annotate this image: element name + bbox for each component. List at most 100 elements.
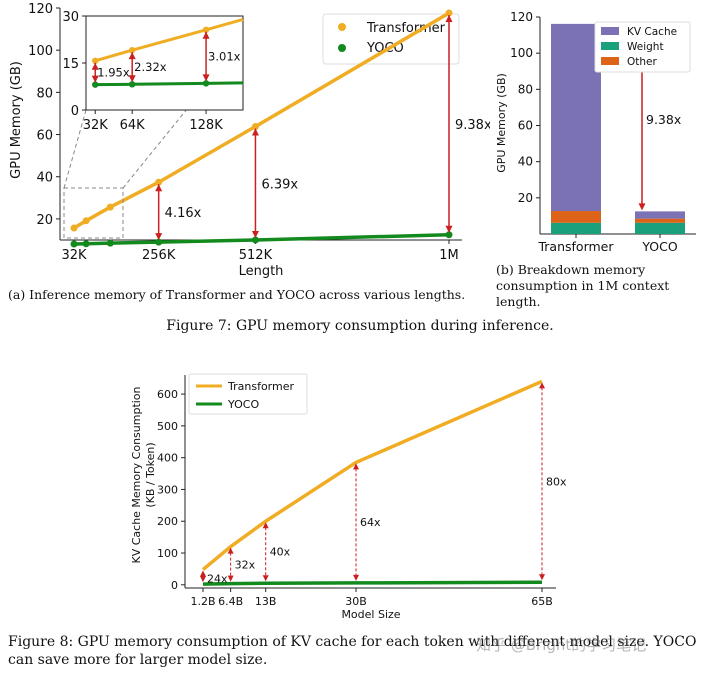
fig8-legend-transformer: Transformer [227, 380, 294, 393]
fig7a-inset-line-transformer [94, 18, 244, 63]
fig7a-legend-yoco-marker [338, 44, 346, 52]
fig7b-chart: GPU Memory (GB) 20 40 60 80 100 120 Transforme… [495, 10, 696, 254]
fig7a-xtick-label: 512K [239, 248, 273, 263]
fig8-ratio-label: 24x [207, 572, 228, 585]
fig7b-legend-kv: KV Cache [627, 26, 677, 38]
fig8-xtick-label: 6.4B [218, 595, 243, 608]
fig7a-inset-frame [85, 15, 244, 111]
fig8-xlabel: Model Size [341, 608, 400, 621]
fig7b-legend-weight: Weight [627, 41, 664, 53]
fig7a-inset-ratio-label: 2.32x [134, 60, 167, 74]
fig8-ytick-label: 600 [157, 388, 178, 401]
fig7a-point-yoco [82, 240, 90, 248]
fig8-ratio-arrow-head-down [353, 574, 360, 581]
fig8-legend-yoco: YOCO [227, 398, 259, 411]
fig7b-caption: (b) Breakdown memory consumption in 1M c… [496, 262, 670, 309]
fig7a-point-transformer [70, 224, 78, 232]
fig7b-bar-yoco-other [635, 218, 685, 223]
fig7b-legend-other: Other [627, 56, 657, 68]
fig7a-inset-point-yoco [92, 81, 99, 88]
fig7b-ratio-arrow-head [638, 203, 646, 211]
fig8-line-transformer [201, 379, 543, 571]
fig8-ratio-arrow-head-down [200, 576, 206, 583]
fig8-ratio-label: 64x [360, 516, 381, 529]
fig7a-point-yoco [70, 240, 78, 248]
fig7b-legend-weight-swatch [601, 42, 619, 50]
fig7a-point-yoco [106, 239, 114, 247]
fig7a-inset-ytick-label: 30 [62, 10, 79, 25]
fig7a-inset-xtick-label: 32K [83, 118, 109, 133]
fig7b-bar-yoco-kv-cache [635, 211, 685, 219]
watermark: 知乎 @Bright的学习笔记 [476, 636, 647, 654]
fig8-xtick-label: 30B [345, 595, 367, 608]
fig7a-line-yoco [73, 232, 450, 246]
fig7a-ratio-label: 9.38x [455, 118, 490, 133]
fig8-xtick-label: 65B [531, 595, 553, 608]
fig8-ratio-arrow-head-up [227, 547, 234, 554]
fig8-ratio-arrow-head-down [262, 575, 269, 582]
fig7b-ratio-label: 9.38x [646, 112, 681, 127]
fig7a-ratio-arrow-head [251, 231, 259, 238]
fig7a-inset-point-transformer [128, 46, 136, 54]
fig8-ytick-label: 300 [157, 483, 178, 496]
fig8-ytick-label: 500 [157, 420, 178, 433]
fig7a-inset-ytick-label: 0 [71, 104, 79, 119]
fig7a-ratio-arrow-head-up [155, 184, 163, 192]
fig7a-legend: Transformer YOCO [322, 13, 460, 65]
fig7a-point-yoco [445, 231, 453, 239]
fig8-ratio-arrow-head-up [539, 382, 545, 389]
fig8-ratio-arrow-head-up [353, 463, 360, 470]
figure8-caption: Figure 8: GPU memory consumption of KV c… [8, 634, 697, 668]
fig7a-ylabel: GPU Memory (GB) [9, 61, 24, 179]
fig7a-point-yoco [251, 236, 259, 244]
fig7b-legend: KV Cache Weight Other [594, 21, 691, 73]
fig8-ylabel-line1: KV Cache Memory Consumption [130, 386, 143, 563]
fig8-ratio-label: 40x [270, 546, 291, 559]
fig7a-xtick-label: 256K [142, 248, 176, 263]
fig7a-point-yoco [155, 238, 163, 246]
fig8-line-yoco [202, 580, 543, 586]
fig7a-inset-ratio-arrow-head-up [202, 31, 210, 39]
fig7b-bar-yoco-weight [635, 222, 685, 234]
fig7a-inset-ratio-label: 3.01x [208, 50, 241, 64]
fig7a-inset-point-transformer [202, 26, 210, 33]
fig7b-ytick-label: 40 [518, 155, 533, 169]
fig8-ratio-arrow-head-down [227, 575, 234, 582]
fig7a-ytick-label: 80 [36, 86, 53, 101]
fig7a-point-transformer [106, 203, 114, 211]
fig7b-bar-transformer-kv-cache [551, 23, 601, 212]
fig7a-ratio-arrow-head [445, 225, 453, 233]
fig8-ratio-label: 80x [546, 475, 567, 488]
fig7a-point-transformer [155, 178, 163, 186]
fig7a-inset-ratio-label: 1.95x [97, 66, 130, 80]
fig8-ytick-label: 100 [157, 547, 178, 560]
fig7a-zoom-connector [122, 39, 244, 189]
fig8-ratio-arrow-head-down [539, 574, 545, 581]
fig7b-ytick-label: 100 [510, 46, 533, 60]
fig7a-inset-point-transformer [92, 57, 99, 65]
fig7a-point-transformer [445, 9, 453, 17]
fig7a-inset-ratio-arrow-head [91, 75, 99, 83]
fig7a-ratio-arrow-head-up [445, 15, 453, 23]
fig7a-inset-xtick-label: 128K [189, 118, 223, 133]
fig7a-inset-ytick-label: 15 [62, 57, 79, 72]
fig7a-ytick-label: 40 [36, 171, 53, 186]
fig8-ytick-label: 200 [157, 515, 178, 528]
fig7a-inset-ratio-arrow-head [202, 74, 210, 82]
fig7a-inset-ratio-arrow-head-up [91, 62, 99, 70]
fig7b-ytick-label: 80 [518, 82, 533, 96]
fig7a-chart: GPU Memory (GB) Length Transformer YOCO … [9, 2, 490, 279]
fig7b-ytick-label: 20 [518, 191, 533, 205]
fig8-legend: Transformer YOCO [188, 373, 308, 415]
fig8-ytick-label: 0 [171, 579, 178, 592]
fig8-ylabel-line2: (KB / Token) [144, 442, 157, 507]
fig7a-inset-xtick-label: 64K [120, 118, 146, 133]
fig8-ratio-label: 32x [235, 559, 256, 572]
fig7b-ytick-label: 120 [510, 10, 533, 24]
figure7-caption: Figure 7: GPU memory consumption during … [166, 318, 554, 334]
fig7b-bar-transformer-other [551, 211, 601, 223]
fig8-xtick-label: 13B [255, 595, 277, 608]
fig7a-point-transformer [251, 123, 259, 131]
fig7a-zoom-box [63, 187, 124, 239]
fig8-ratio-arrow-head-up [262, 522, 269, 529]
